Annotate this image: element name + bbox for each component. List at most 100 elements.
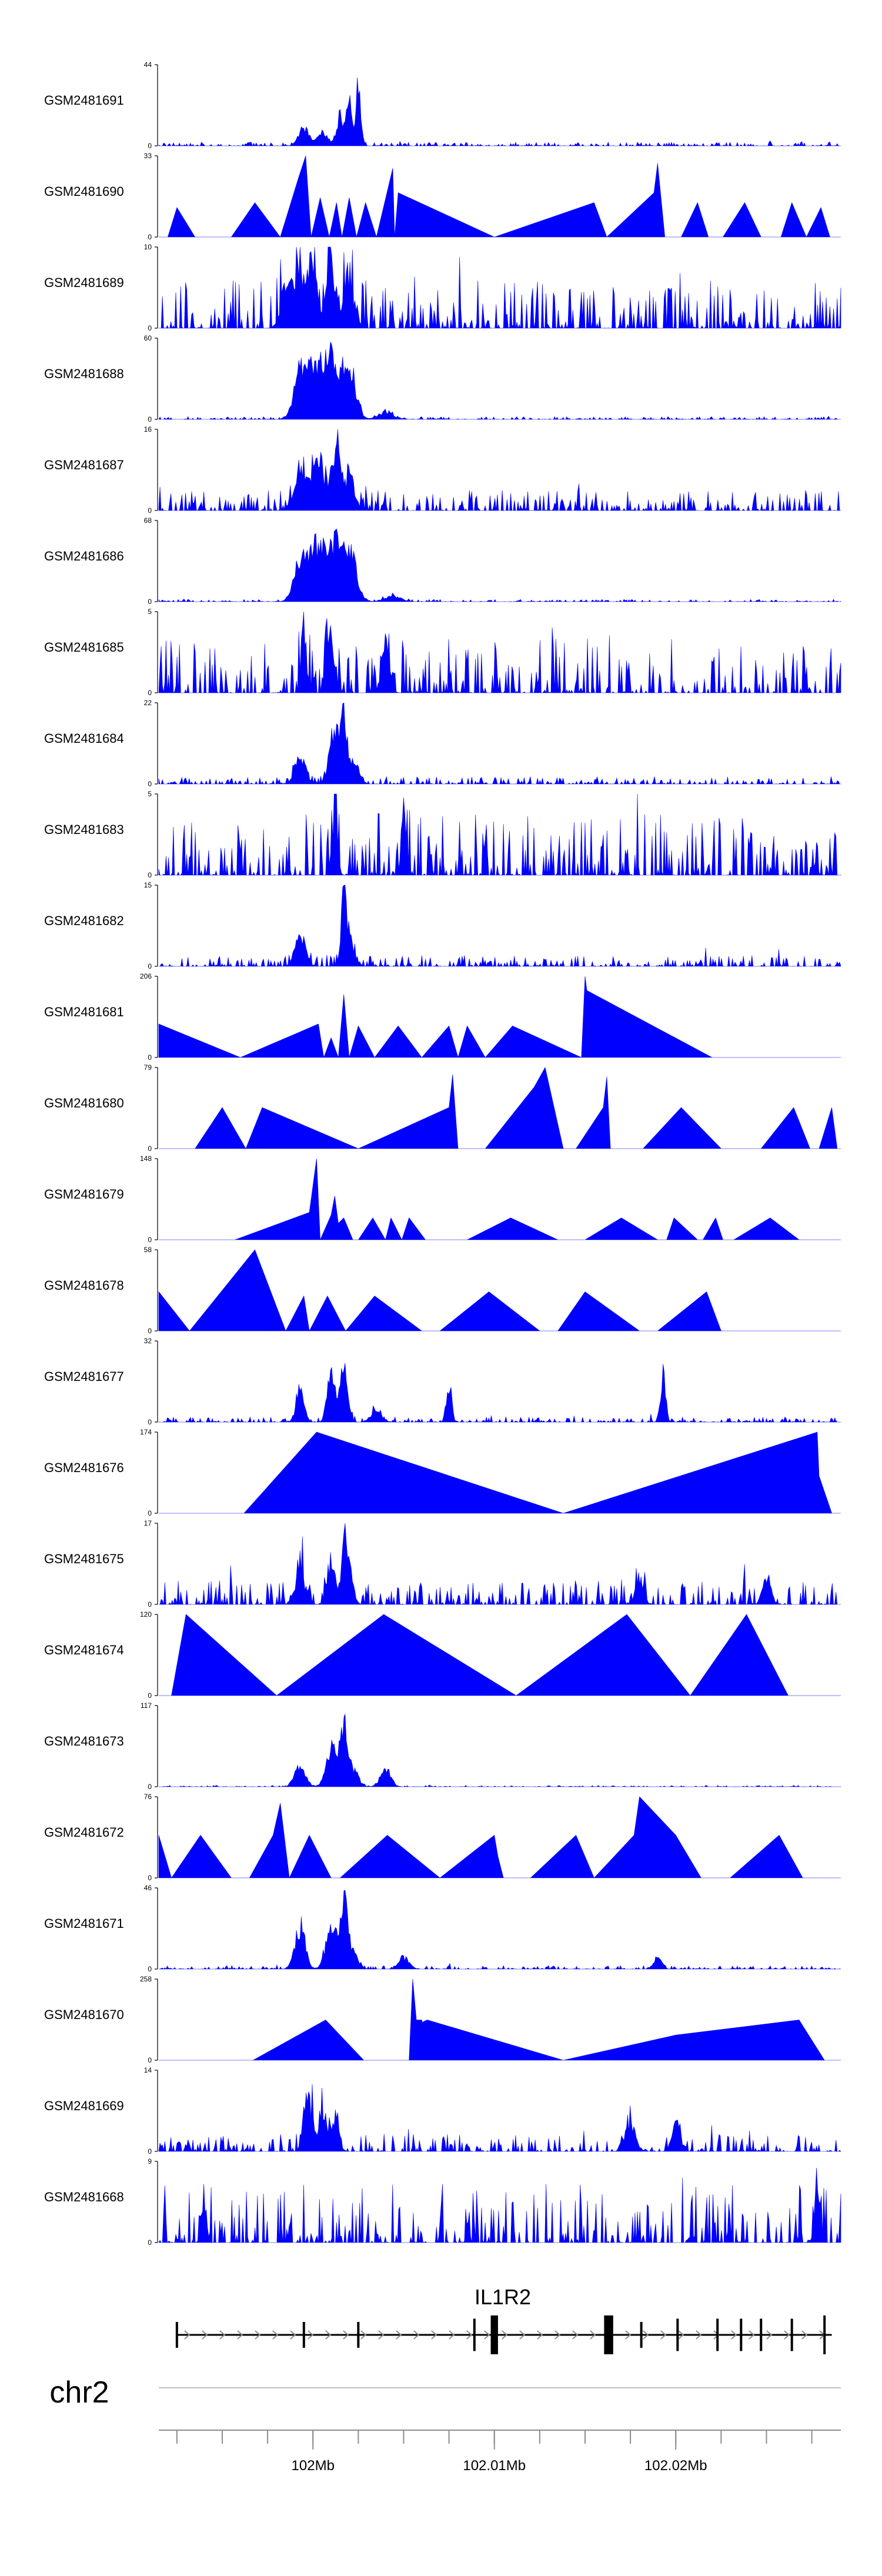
track-GSM2481670: GSM2481670 258 0 xyxy=(44,1975,841,2064)
x-tick-label: 102Mb xyxy=(292,2458,335,2474)
strand-arrow xyxy=(202,2330,208,2340)
track-label: GSM2481684 xyxy=(44,731,124,746)
track-label: GSM2481686 xyxy=(44,549,124,563)
y-tick-label-max: 76 xyxy=(144,1793,152,1801)
strand-arrow xyxy=(572,2330,579,2340)
strand-arrow xyxy=(343,2330,349,2340)
track-GSM2481669: GSM2481669 14 0 xyxy=(44,2066,841,2155)
track-label: GSM2481683 xyxy=(44,822,124,837)
track-label: GSM2481671 xyxy=(44,1916,124,1931)
coverage-area xyxy=(159,1067,841,1149)
y-tick-label-max: 44 xyxy=(144,61,152,69)
y-tick-label-zero: 0 xyxy=(148,1965,152,1973)
strand-arrow xyxy=(272,2330,279,2340)
coverage-area xyxy=(159,1158,841,1240)
coverage-area xyxy=(158,1363,841,1423)
track-GSM2481685: GSM2481685 5 0 xyxy=(44,608,841,697)
y-tick-label-max: 60 xyxy=(144,334,152,342)
y-tick-label-max: 120 xyxy=(140,1610,152,1619)
y-tick-label-max: 32 xyxy=(144,1337,152,1345)
coverage-area xyxy=(159,885,841,967)
track-label: GSM2481681 xyxy=(44,1005,124,1019)
strand-arrow xyxy=(590,2330,596,2340)
track-label: GSM2481689 xyxy=(44,275,124,290)
track-label: GSM2481691 xyxy=(44,93,124,108)
exon xyxy=(823,2315,826,2354)
genome-axis-track: chr2 102Mb 102.01Mb 102.02Mb xyxy=(49,2375,841,2474)
coverage-area xyxy=(158,429,841,512)
strand-arrow xyxy=(255,2330,261,2340)
exon xyxy=(357,2322,360,2348)
track-label: GSM2481690 xyxy=(44,184,124,199)
y-tick-label-max: 10 xyxy=(144,243,152,251)
strand-arrow xyxy=(184,2330,191,2340)
x-tick-label: 102.01Mb xyxy=(463,2458,526,2474)
track-GSM2481668: GSM2481668 9 0 xyxy=(44,2157,841,2247)
track-label: GSM2481668 xyxy=(44,2190,124,2204)
track-label: GSM2481676 xyxy=(44,1460,124,1475)
strand-arrow xyxy=(325,2330,332,2340)
coverage-area xyxy=(159,1614,841,1696)
track-GSM2481683: GSM2481683 5 0 xyxy=(44,790,841,879)
track-GSM2481684: GSM2481684 22 0 xyxy=(44,699,841,788)
coverage-tracks: GSM2481691440GSM2481690330GSM2481689100G… xyxy=(44,61,841,2247)
y-tick-label-max: 14 xyxy=(144,2066,152,2074)
strand-arrow xyxy=(502,2330,508,2340)
y-tick-label-max: 46 xyxy=(144,1884,152,1892)
y-tick-label-max: 174 xyxy=(140,1428,152,1436)
track-GSM2481691: GSM2481691 44 0 xyxy=(44,61,841,150)
coverage-area xyxy=(158,528,841,602)
track-label: GSM2481675 xyxy=(44,1551,124,1566)
y-tick-label-max: 16 xyxy=(144,425,152,433)
strand-arrow xyxy=(766,2330,773,2340)
strand-arrow xyxy=(554,2330,561,2340)
track-GSM2481673: GSM2481673 117 0 xyxy=(44,1701,841,1791)
y-tick-label-max: 22 xyxy=(144,699,152,707)
track-GSM2481680: GSM2481680 79 0 xyxy=(44,1063,841,1153)
track-label: GSM2481673 xyxy=(44,1734,124,1749)
strand-arrow xyxy=(801,2330,808,2340)
exon xyxy=(175,2322,178,2348)
y-tick-label-max: 17 xyxy=(144,1519,152,1527)
track-label: GSM2481677 xyxy=(44,1369,124,1384)
track-GSM2481687: GSM2481687 16 0 xyxy=(44,425,841,515)
track-GSM2481678: GSM2481678 58 0 xyxy=(44,1246,841,1335)
exon xyxy=(473,2318,476,2351)
y-tick-label-zero: 0 xyxy=(148,233,152,241)
exon xyxy=(604,2315,613,2354)
coverage-area xyxy=(158,611,841,694)
strand-arrow xyxy=(731,2330,737,2340)
coverage-area xyxy=(158,1249,841,1332)
coverage-area xyxy=(159,1523,841,1606)
track-GSM2481679: GSM2481679 148 0 xyxy=(44,1154,841,1244)
x-tick-label: 102.02Mb xyxy=(644,2458,707,2474)
strand-arrow xyxy=(660,2330,667,2340)
coverage-area xyxy=(159,155,841,238)
track-GSM2481672: GSM2481672 76 0 xyxy=(44,1793,841,1882)
y-tick-label-zero: 0 xyxy=(148,962,152,970)
track-GSM2481677: GSM2481677 32 0 xyxy=(44,1337,841,1426)
track-label: GSM2481680 xyxy=(44,1096,124,1110)
y-tick-label-zero: 0 xyxy=(148,142,152,150)
coverage-area xyxy=(158,77,841,146)
strand-arrow xyxy=(396,2330,402,2340)
strand-arrow xyxy=(484,2330,490,2340)
coverage-area xyxy=(158,793,841,876)
strand-arrow xyxy=(290,2330,296,2340)
y-tick-label-max: 148 xyxy=(140,1154,152,1163)
coverage-area xyxy=(159,1432,841,1514)
y-tick-label-zero: 0 xyxy=(148,415,152,423)
y-tick-label-zero: 0 xyxy=(148,1600,152,1609)
strand-arrow xyxy=(696,2330,702,2340)
y-tick-label-zero: 0 xyxy=(148,2238,152,2247)
track-GSM2481671: GSM2481671 46 0 xyxy=(44,1884,841,1973)
y-tick-label-zero: 0 xyxy=(148,1874,152,1882)
y-tick-label-max: 9 xyxy=(148,2157,152,2165)
strand-arrow xyxy=(749,2330,755,2340)
y-tick-label-zero: 0 xyxy=(148,1691,152,1700)
y-tick-label-zero: 0 xyxy=(148,1053,152,1062)
strand-arrow xyxy=(466,2330,473,2340)
y-tick-label-zero: 0 xyxy=(148,1236,152,1244)
strand-arrow xyxy=(449,2330,455,2340)
